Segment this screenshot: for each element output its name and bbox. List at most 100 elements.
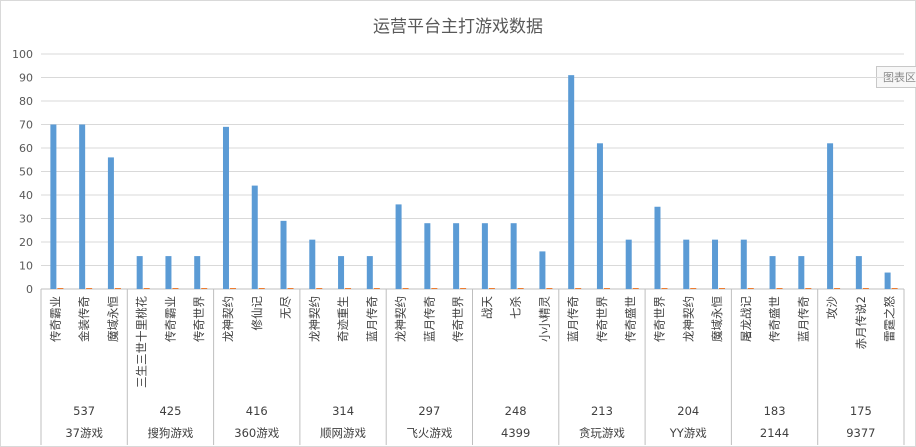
- bar: [596, 143, 603, 289]
- x-category-label: 龙神契约: [681, 296, 695, 342]
- bar-secondary: [143, 288, 150, 289]
- x-category-label: 战天: [480, 296, 494, 319]
- bar-secondary: [805, 288, 812, 289]
- bar-secondary: [661, 288, 668, 289]
- bar-secondary: [460, 288, 467, 289]
- x-category-label: 赤月传说2: [854, 296, 868, 349]
- bar: [309, 239, 316, 289]
- bar: [481, 223, 488, 289]
- bar: [50, 124, 57, 289]
- x-category-label: 屠龙战记: [739, 296, 753, 342]
- group-platform-label: YY游戏: [669, 426, 708, 440]
- bar-secondary: [345, 288, 352, 289]
- x-category-label: 龙神契约: [221, 296, 235, 342]
- x-category-label: 攻沙: [825, 296, 839, 319]
- x-category-label: 魔域永恒: [710, 296, 724, 342]
- x-category-label: 蓝月传奇: [422, 296, 436, 342]
- bar-secondary: [287, 288, 294, 289]
- y-tick-label: 20: [19, 236, 33, 249]
- bar: [194, 256, 201, 289]
- bar: [222, 126, 229, 289]
- x-category-label: 蓝月传奇: [796, 296, 810, 342]
- group-platform-label: 37游戏: [65, 426, 103, 440]
- bar-secondary: [546, 288, 553, 289]
- bar-secondary: [258, 288, 265, 289]
- y-tick-label: 50: [19, 166, 33, 179]
- group-platform-label: 360游戏: [234, 426, 279, 440]
- bar: [280, 220, 287, 289]
- bar-secondary: [690, 288, 697, 289]
- y-tick-label: 10: [19, 260, 33, 273]
- bar-secondary: [86, 288, 93, 289]
- bar-secondary: [201, 288, 208, 289]
- x-category-label: 传奇世界: [451, 296, 465, 342]
- chart-title: 运营平台主打游戏数据: [373, 17, 543, 37]
- x-category-label: 蓝月传奇: [566, 296, 580, 342]
- bar: [366, 256, 373, 289]
- bar-secondary: [891, 288, 898, 289]
- group-total-label: 425: [159, 404, 181, 418]
- bar-secondary: [431, 288, 438, 289]
- x-category-label: 传奇霸业: [48, 296, 62, 342]
- x-category-label: 七杀: [509, 296, 523, 319]
- group-platform-label: 顺网游戏: [320, 426, 366, 440]
- x-category-label: 小小精灵: [537, 296, 551, 342]
- y-tick-label: 30: [19, 213, 33, 226]
- y-tick-label: 60: [19, 142, 33, 155]
- group-total-label: 537: [73, 404, 95, 418]
- y-tick-label: 0: [26, 283, 33, 296]
- group-total-label: 297: [418, 404, 440, 418]
- x-category-label: 传奇世界: [192, 296, 206, 342]
- bar: [79, 124, 86, 289]
- bar-secondary: [517, 288, 524, 289]
- bar-secondary: [719, 288, 726, 289]
- bar: [683, 239, 690, 289]
- y-tick-label: 80: [19, 95, 33, 108]
- bar: [136, 256, 143, 289]
- x-category-label: 传奇世界: [595, 296, 609, 342]
- bar-secondary: [402, 288, 409, 289]
- bar: [107, 157, 114, 289]
- y-tick-label: 100: [12, 48, 33, 61]
- bar: [654, 206, 661, 289]
- y-tick-label: 90: [19, 72, 33, 85]
- bar-secondary: [632, 288, 639, 289]
- y-tick-label: 70: [19, 119, 33, 132]
- x-category-label: 蓝月传奇: [365, 296, 379, 342]
- bar: [798, 256, 805, 289]
- bar: [338, 256, 345, 289]
- bar: [568, 75, 575, 290]
- bar: [625, 239, 632, 289]
- bar-secondary: [229, 288, 236, 289]
- group-platform-label: 4399: [501, 426, 530, 440]
- x-category-label: 传奇盛世: [624, 296, 638, 342]
- bar-secondary: [747, 288, 754, 289]
- x-category-label: 魔域永恒: [106, 296, 120, 342]
- bar: [453, 223, 460, 289]
- bar: [712, 239, 719, 289]
- bar-secondary: [316, 288, 323, 289]
- x-category-label: 传奇世界: [652, 296, 666, 342]
- x-category-label: 金装传奇: [77, 296, 91, 342]
- x-category-label: 奇迹重生: [336, 296, 350, 342]
- bar: [884, 272, 891, 289]
- bar: [827, 143, 834, 289]
- group-platform-label: 9377: [846, 426, 875, 440]
- bar-secondary: [575, 288, 582, 289]
- group-platform-label: 飞火游戏: [406, 426, 452, 440]
- bar: [539, 251, 546, 289]
- bar-secondary: [488, 288, 495, 289]
- bar-secondary: [114, 288, 121, 289]
- bar: [395, 204, 402, 289]
- bar: [424, 223, 431, 289]
- bar: [165, 256, 172, 289]
- bar: [740, 239, 747, 289]
- group-platform-label: 贪玩游戏: [579, 426, 625, 440]
- group-total-label: 314: [332, 404, 354, 418]
- group-total-label: 416: [246, 404, 268, 418]
- group-platform-label: 2144: [760, 426, 789, 440]
- bar-secondary: [834, 288, 841, 289]
- group-total-label: 248: [505, 404, 527, 418]
- bar-secondary: [172, 288, 179, 289]
